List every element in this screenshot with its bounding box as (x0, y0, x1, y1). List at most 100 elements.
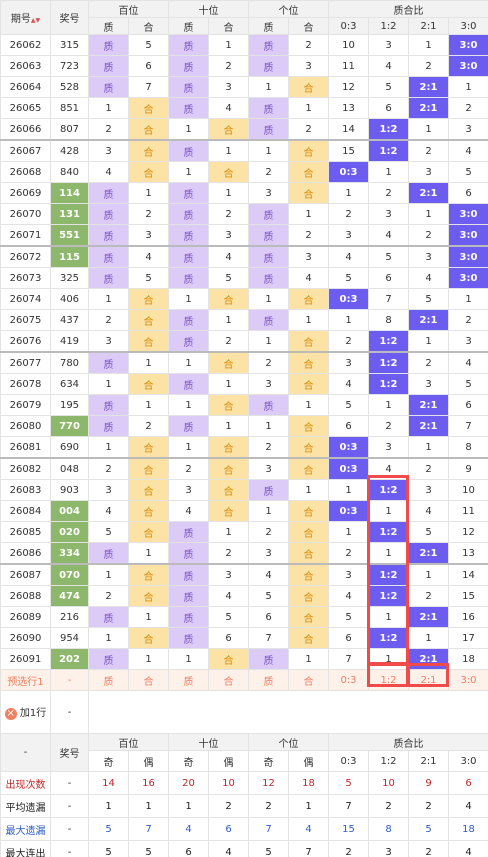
period: 26088 (0, 585, 51, 607)
number: 195 (50, 394, 89, 416)
value: 0:3 (328, 436, 369, 459)
value: 2 (248, 161, 289, 183)
sub-header: 2:1 (408, 17, 449, 35)
number: 325 (50, 267, 89, 289)
value: 质 (248, 224, 289, 247)
value: 4 (88, 161, 129, 183)
value: 5 (128, 34, 169, 56)
period: 26069 (0, 182, 51, 204)
value: 1 (88, 373, 129, 395)
sub-header: 3:0 (448, 17, 488, 35)
value: 5 (328, 267, 369, 289)
period: 26067 (0, 139, 51, 162)
value: 合 (208, 351, 249, 374)
value: 6 (448, 394, 488, 416)
row: 预选行1- 质合质合质合 0:3 1:2 2:1 3:0 (0, 669, 488, 691)
row: 26088 474 2 合质 4 5 合 4 1:2 2 15 (0, 585, 488, 607)
number: 954 (50, 627, 89, 649)
number: 551 (50, 224, 89, 247)
value: 3 (168, 479, 209, 501)
row: 26090 954 1 合质 6 7 合 6 1:2 1 17 (0, 627, 488, 649)
value: 1 (328, 309, 369, 331)
value: 5 (248, 585, 289, 607)
value: 1:2 (368, 118, 409, 141)
group-header: 十位 (168, 0, 249, 18)
value: 3 (88, 330, 129, 353)
period: 26077 (0, 351, 51, 374)
value: 1:2 (368, 351, 409, 374)
value: 合 (288, 606, 329, 628)
period: 26075 (0, 309, 51, 331)
row: 26078 634 1 合质 1 3 合 4 1:2 3 5 (0, 373, 488, 395)
stat-dash: - (50, 817, 89, 841)
value: 1 (288, 97, 329, 119)
row: 26062 315 质 5 质 1 质 2 10 3 1 3:0 (0, 34, 488, 56)
value: 1 (128, 351, 169, 374)
value: 3 (448, 330, 488, 353)
value: 1 (248, 330, 289, 353)
preselect-option[interactable]: 质 (168, 669, 209, 691)
stat-value: 4 (168, 817, 209, 841)
stat-value: 5 (408, 817, 449, 841)
row: 26077 780 质 1 1 合 2 合 3 1:2 2 4 (0, 351, 488, 374)
value: 合 (288, 563, 329, 586)
value: 质 (88, 606, 129, 628)
preselect-option[interactable]: 0:3 (328, 669, 369, 691)
value: 5 (368, 76, 409, 98)
number: 780 (50, 351, 89, 374)
value: 合 (128, 500, 169, 522)
add-row-button[interactable]: × 加1行 (0, 690, 51, 734)
preselect-option[interactable]: 合 (208, 669, 249, 691)
preselect-option[interactable]: 合 (288, 669, 329, 691)
preselect-option[interactable]: 3:0 (448, 669, 488, 691)
period: 26091 (0, 648, 51, 670)
preselect-option[interactable]: 质 (248, 669, 289, 691)
value: 0:3 (328, 500, 369, 522)
stat-value: 10 (368, 771, 409, 795)
value: 1 (408, 330, 449, 353)
value: 质 (88, 415, 129, 437)
value: 3:0 (448, 34, 488, 56)
row: 期号▲▼ 奖号 百位 十位 个位 质合比 (0, 0, 488, 35)
preselect-option[interactable]: 合 (128, 669, 169, 691)
value: 14 (448, 563, 488, 586)
highlight-box (407, 663, 449, 687)
value: 质 (168, 627, 209, 649)
stat-value: 2 (328, 840, 369, 857)
value: 2 (408, 224, 449, 247)
value: 合 (288, 351, 329, 374)
stat-label: 平均遗漏 (0, 794, 51, 818)
value: 质 (88, 224, 129, 247)
label: 加1行 (19, 708, 47, 719)
row: 26087 070 1 合质 3 4 合 3 1:2 1 14 (0, 563, 488, 586)
highlight-box (367, 663, 409, 687)
row: - 奖号 百位 十位 个位 质合比 (0, 733, 488, 772)
value: 2 (408, 457, 449, 480)
value: 3:0 (448, 203, 488, 225)
number: 315 (50, 34, 89, 56)
value: 4 (328, 245, 369, 268)
preselect-number: - (50, 669, 89, 691)
row: 26083 903 3 合 3 合质 1 1 1:2 3 10 (0, 479, 488, 501)
period: 26065 (0, 97, 51, 119)
row: 26080 770 质 2 质 1 1 合 6 2 2:1 7 (0, 415, 488, 437)
value: 质 (88, 351, 129, 374)
number: 419 (50, 330, 89, 353)
value: 1 (288, 203, 329, 225)
period: 26081 (0, 436, 51, 459)
preselect-option[interactable]: 质 (88, 669, 129, 691)
number: 474 (50, 585, 89, 607)
value: 2 (208, 330, 249, 353)
value: 3 (208, 224, 249, 247)
stat-value: 5 (328, 771, 369, 795)
period: 26070 (0, 203, 51, 225)
value: 质 (168, 330, 209, 353)
value: 1:2 (368, 585, 409, 607)
value: 11 (448, 500, 488, 522)
value: 2 (88, 457, 129, 480)
row: 平均遗漏 -1 1 1 2 2 1 7 2 2 4 (0, 794, 488, 818)
value: 2 (408, 139, 449, 162)
value: 1 (328, 479, 369, 501)
value: 质 (248, 55, 289, 77)
sort-icon[interactable]: ▲▼ (30, 17, 41, 24)
